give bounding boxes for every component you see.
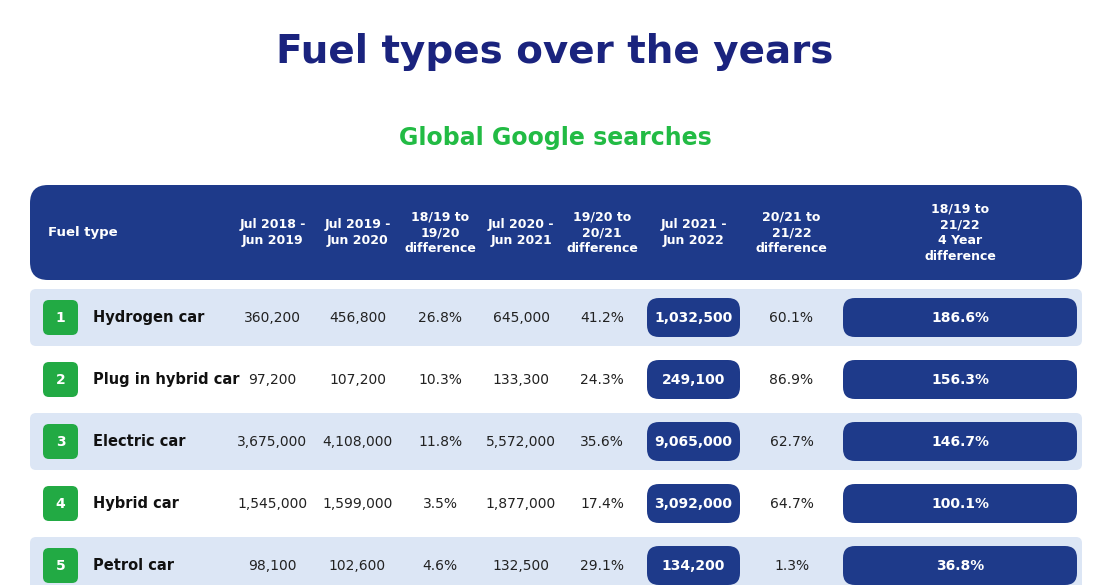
FancyBboxPatch shape [43, 424, 78, 459]
FancyBboxPatch shape [30, 185, 1082, 280]
Text: 645,000: 645,000 [493, 311, 549, 325]
Text: 1: 1 [56, 311, 65, 325]
Text: 20/21 to
21/22
difference: 20/21 to 21/22 difference [756, 210, 827, 255]
Text: 41.2%: 41.2% [581, 311, 624, 325]
FancyBboxPatch shape [30, 475, 1082, 532]
FancyBboxPatch shape [30, 413, 1082, 470]
Text: Jul 2021 -
Jun 2022: Jul 2021 - Jun 2022 [660, 218, 727, 247]
Text: 19/20 to
20/21
difference: 19/20 to 20/21 difference [566, 210, 638, 255]
Text: 35.6%: 35.6% [581, 435, 624, 449]
Text: 186.6%: 186.6% [931, 311, 989, 325]
Text: 11.8%: 11.8% [418, 435, 462, 449]
Text: 29.1%: 29.1% [581, 559, 624, 573]
Text: Fuel type: Fuel type [48, 226, 118, 239]
FancyBboxPatch shape [842, 422, 1077, 461]
Text: 17.4%: 17.4% [581, 497, 624, 511]
Text: 1,032,500: 1,032,500 [655, 311, 733, 325]
FancyBboxPatch shape [647, 546, 740, 585]
Text: 36.8%: 36.8% [936, 559, 985, 573]
Text: Electric car: Electric car [93, 434, 185, 449]
Text: 107,200: 107,200 [329, 373, 386, 387]
Text: 3,675,000: 3,675,000 [238, 435, 307, 449]
FancyBboxPatch shape [43, 362, 78, 397]
FancyBboxPatch shape [30, 537, 1082, 585]
FancyBboxPatch shape [842, 484, 1077, 523]
Text: 3: 3 [56, 435, 65, 449]
Text: Hydrogen car: Hydrogen car [93, 310, 204, 325]
Text: 5: 5 [56, 559, 65, 573]
Text: 26.8%: 26.8% [418, 311, 462, 325]
FancyBboxPatch shape [43, 300, 78, 335]
Text: 133,300: 133,300 [493, 373, 549, 387]
Text: 100.1%: 100.1% [931, 497, 989, 511]
Text: 132,500: 132,500 [493, 559, 549, 573]
Text: Jul 2018 -
Jun 2019: Jul 2018 - Jun 2019 [240, 218, 305, 247]
Text: Petrol car: Petrol car [93, 558, 174, 573]
Text: 156.3%: 156.3% [931, 373, 989, 387]
Text: Global Google searches: Global Google searches [398, 126, 712, 150]
Text: Jul 2019 -
Jun 2020: Jul 2019 - Jun 2020 [324, 218, 391, 247]
FancyBboxPatch shape [842, 546, 1077, 585]
Text: 98,100: 98,100 [249, 559, 296, 573]
Text: 4: 4 [56, 497, 65, 511]
FancyBboxPatch shape [647, 298, 740, 337]
FancyBboxPatch shape [43, 486, 78, 521]
Text: 10.3%: 10.3% [418, 373, 462, 387]
Text: Plug in hybrid car: Plug in hybrid car [93, 372, 240, 387]
Text: 5,572,000: 5,572,000 [486, 435, 556, 449]
Text: 86.9%: 86.9% [769, 373, 814, 387]
Text: 18/19 to
19/20
difference: 18/19 to 19/20 difference [404, 210, 476, 255]
Text: 9,065,000: 9,065,000 [655, 435, 733, 449]
Text: 24.3%: 24.3% [581, 373, 624, 387]
Text: 1,877,000: 1,877,000 [486, 497, 556, 511]
Text: 4,108,000: 4,108,000 [322, 435, 393, 449]
Text: 1.3%: 1.3% [774, 559, 809, 573]
FancyBboxPatch shape [647, 360, 740, 399]
Text: 64.7%: 64.7% [769, 497, 814, 511]
FancyBboxPatch shape [647, 422, 740, 461]
Text: 2: 2 [56, 373, 65, 387]
Text: 134,200: 134,200 [662, 559, 725, 573]
Text: 360,200: 360,200 [244, 311, 301, 325]
Text: 1,599,000: 1,599,000 [322, 497, 393, 511]
Text: 1,545,000: 1,545,000 [238, 497, 307, 511]
Text: 456,800: 456,800 [329, 311, 386, 325]
FancyBboxPatch shape [842, 360, 1077, 399]
Text: Jul 2020 -
Jun 2021: Jul 2020 - Jun 2021 [487, 218, 554, 247]
Text: 60.1%: 60.1% [769, 311, 814, 325]
FancyBboxPatch shape [43, 548, 78, 583]
Text: Hybrid car: Hybrid car [93, 496, 179, 511]
Text: 102,600: 102,600 [329, 559, 386, 573]
Text: 146.7%: 146.7% [931, 435, 989, 449]
Text: 62.7%: 62.7% [769, 435, 814, 449]
Text: 249,100: 249,100 [662, 373, 725, 387]
Text: 3,092,000: 3,092,000 [655, 497, 733, 511]
Text: 97,200: 97,200 [249, 373, 296, 387]
FancyBboxPatch shape [842, 298, 1077, 337]
Text: 18/19 to
21/22
4 Year
difference: 18/19 to 21/22 4 Year difference [924, 202, 996, 263]
FancyBboxPatch shape [30, 351, 1082, 408]
FancyBboxPatch shape [647, 484, 740, 523]
Text: Fuel types over the years: Fuel types over the years [276, 33, 834, 71]
FancyBboxPatch shape [30, 289, 1082, 346]
Text: 4.6%: 4.6% [423, 559, 457, 573]
Text: 3.5%: 3.5% [423, 497, 457, 511]
